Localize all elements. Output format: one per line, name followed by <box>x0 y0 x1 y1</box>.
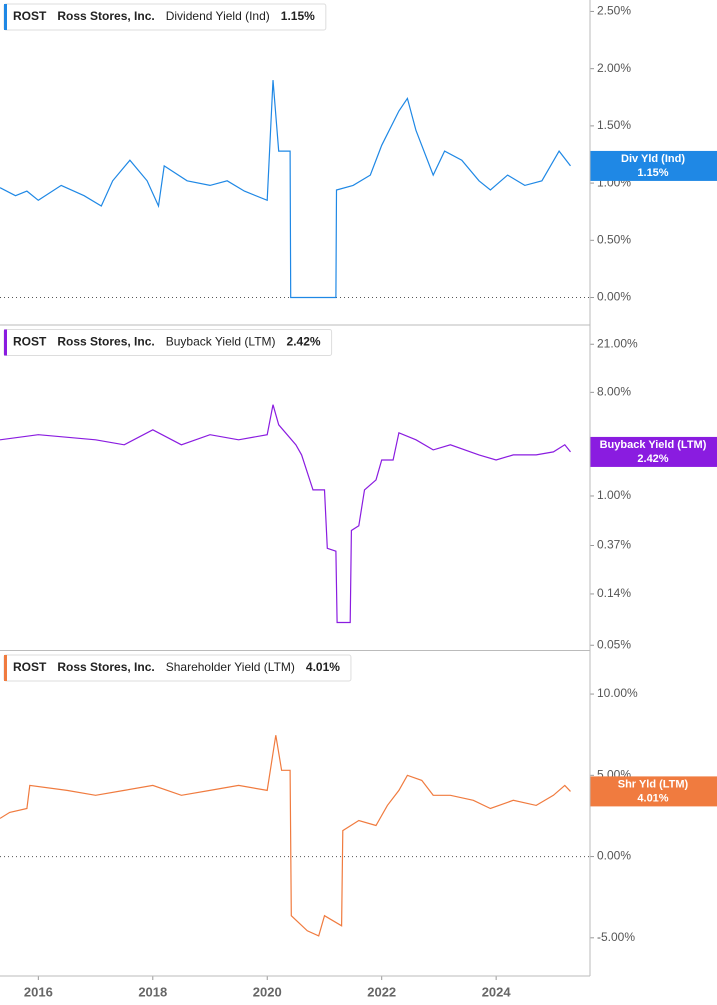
legend-ticker: ROST <box>13 335 47 349</box>
y-tick-label: 21.00% <box>597 336 638 350</box>
value-badge <box>590 436 717 467</box>
badge-label: Buyback Yield (LTM) <box>600 439 707 451</box>
legend-last-value-label: 1.15% <box>281 9 315 23</box>
series-line <box>0 80 571 299</box>
x-tick-label: 2018 <box>138 984 167 999</box>
legend-series-label: Shareholder Yield (LTM) <box>166 660 295 674</box>
legend-ticker: ROST <box>13 660 47 674</box>
legend-swatch <box>4 329 7 356</box>
legend-series-label: Buyback Yield (LTM) <box>166 335 276 349</box>
y-tick-label: 0.05% <box>597 637 631 651</box>
x-tick-label: 2020 <box>253 984 282 999</box>
legend-company: Ross Stores, Inc. <box>57 335 154 349</box>
x-tick-label: 2022 <box>367 984 396 999</box>
legend-ticker: ROST <box>13 9 47 23</box>
y-tick-label: 10.00% <box>597 686 638 700</box>
y-tick-label: 2.50% <box>597 4 631 18</box>
legend-last-value-label: 4.01% <box>306 660 340 674</box>
legend: ROST Ross Stores, Inc. Buyback Yield (LTM)… <box>3 329 333 356</box>
legend-swatch <box>4 655 7 681</box>
y-tick-label: -5.00% <box>597 930 635 944</box>
badge-value: 1.15% <box>637 167 668 179</box>
legend-series-label: Dividend Yield (Ind) <box>166 9 270 23</box>
y-tick-label: 1.00% <box>597 488 631 502</box>
y-tick-label: 0.00% <box>597 849 631 863</box>
legend: ROST Ross Stores, Inc. Dividend Yield (Ind… <box>3 3 327 31</box>
value-badge <box>590 150 717 181</box>
legend-last-value-label: 2.42% <box>287 335 321 349</box>
badge-value: 4.01% <box>637 792 668 804</box>
y-tick-label: 1.50% <box>597 118 631 132</box>
x-tick-label: 2024 <box>482 984 512 999</box>
legend: ROST Ross Stores, Inc. Shareholder Yield (… <box>3 654 352 682</box>
y-tick-label: 8.00% <box>597 385 631 399</box>
x-tick-label: 2016 <box>24 984 53 999</box>
y-tick-label: 2.00% <box>597 61 631 75</box>
series-line <box>0 735 571 937</box>
badge-label: Shr Yld (LTM) <box>618 778 689 790</box>
y-tick-label: 0.50% <box>597 232 631 246</box>
y-tick-label: 0.14% <box>597 586 631 600</box>
series-line <box>0 404 571 624</box>
legend-swatch <box>4 4 7 30</box>
y-tick-label: 0.37% <box>597 538 631 552</box>
value-badge <box>590 776 717 807</box>
y-tick-label: 0.00% <box>597 290 631 304</box>
badge-label: Div Yld (Ind) <box>621 153 685 165</box>
legend-company: Ross Stores, Inc. <box>57 9 154 23</box>
legend-company: Ross Stores, Inc. <box>57 660 154 674</box>
badge-value: 2.42% <box>637 453 668 465</box>
